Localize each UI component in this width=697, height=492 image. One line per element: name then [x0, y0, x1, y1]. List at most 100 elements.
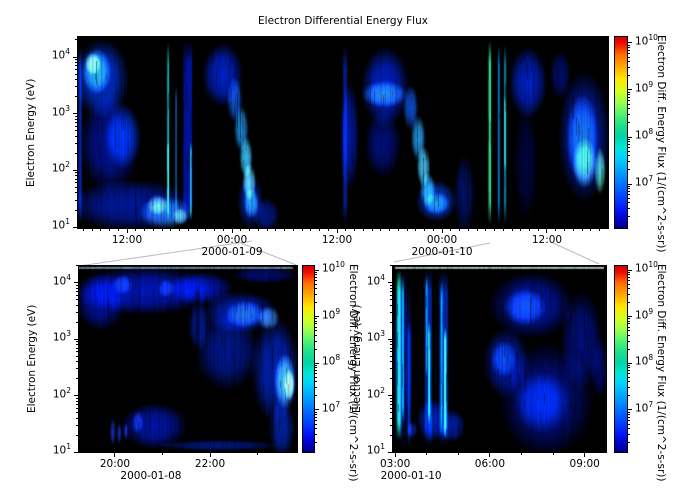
- colorbar-minor-tick: [628, 283, 631, 285]
- x-minor-tick: [450, 229, 452, 232]
- y-minor-tick: [75, 172, 77, 174]
- y-minor-tick: [76, 424, 78, 426]
- y-minor-tick: [75, 62, 77, 64]
- colorbar-minor-tick: [628, 49, 631, 51]
- x-minor-tick: [590, 229, 592, 232]
- y-minor-tick: [75, 152, 77, 154]
- x-tick: [336, 229, 338, 233]
- y-minor-tick: [76, 311, 78, 313]
- x-minor-tick: [521, 453, 523, 456]
- exponent: 9: [335, 306, 341, 316]
- colorbar-tick: [628, 136, 632, 138]
- colorbar-minor-tick: [628, 91, 631, 93]
- x-minor-tick: [457, 453, 459, 456]
- colorbar-minor-tick: [315, 276, 318, 278]
- colorbar-zoom-left: [302, 265, 315, 453]
- y-axis-title: Electron Energy (eV): [26, 304, 38, 414]
- colorbar-minor-tick: [315, 367, 318, 369]
- colorbar-minor-tick: [628, 395, 631, 397]
- colorbar-minor-tick: [628, 161, 631, 163]
- x-minor-tick: [467, 229, 469, 232]
- x-minor-tick: [301, 229, 303, 232]
- y-minor-tick: [76, 361, 78, 363]
- y-tick-label: 103: [366, 329, 385, 344]
- exponent: 10: [648, 260, 658, 270]
- colorbar-minor-tick: [628, 433, 631, 435]
- x-minor-tick: [476, 229, 478, 232]
- exponent: 8: [648, 353, 654, 363]
- y-minor-tick: [390, 400, 392, 402]
- colorbar-minor-tick: [315, 387, 318, 389]
- x-minor-tick: [319, 229, 321, 232]
- x-date-label: 2000-01-10: [411, 246, 473, 258]
- y-tick: [73, 226, 77, 228]
- colorbar-tick-label: 1010: [322, 260, 345, 275]
- y-tick: [388, 451, 392, 453]
- y-minor-tick: [390, 321, 392, 323]
- x-tick: [546, 229, 548, 233]
- y-minor-tick: [390, 304, 392, 306]
- y-minor-tick: [75, 65, 77, 67]
- colorbar-title: Electron Diff. Energy Flux (1/(cm^2-s-sr…: [655, 264, 668, 482]
- y-minor-tick: [75, 86, 77, 88]
- exponent: 7: [335, 400, 341, 410]
- x-minor-tick: [537, 229, 539, 232]
- colorbar-minor-tick: [628, 323, 631, 325]
- colorbar-tick: [315, 409, 319, 411]
- y-minor-tick: [390, 397, 392, 399]
- colorbar-minor-tick: [315, 293, 318, 295]
- x-minor-tick: [459, 229, 461, 232]
- x-minor-tick: [284, 229, 286, 232]
- x-minor-tick: [292, 229, 294, 232]
- x-tick: [126, 229, 128, 233]
- y-minor-tick: [76, 344, 78, 346]
- y-minor-tick: [75, 142, 77, 144]
- colorbar-minor-tick: [628, 56, 631, 58]
- y-minor-tick: [76, 341, 78, 343]
- x-minor-tick: [257, 229, 259, 232]
- colorbar-minor-tick: [628, 370, 631, 372]
- y-minor-tick: [75, 175, 77, 177]
- colorbar-tick-label: 1010: [635, 260, 658, 275]
- colorbar-minor-tick: [315, 334, 318, 336]
- x-minor-tick: [240, 229, 242, 232]
- x-minor-tick: [380, 229, 382, 232]
- x-minor-tick: [249, 229, 251, 232]
- colorbar-minor-tick: [628, 428, 631, 430]
- exponent: 1: [65, 217, 70, 227]
- y-minor-tick: [76, 294, 78, 296]
- y-tick: [388, 282, 392, 284]
- y-minor-tick: [76, 304, 78, 306]
- y-minor-tick: [390, 351, 392, 353]
- colorbar-title: Electron Diff. Energy Flux (1/(cm^2-s-sr…: [655, 35, 668, 253]
- x-tick: [209, 453, 211, 457]
- x-minor-tick: [555, 229, 557, 232]
- colorbar-minor-tick: [628, 114, 631, 116]
- colorbar-minor-tick: [315, 302, 318, 304]
- y-tick-label: 101: [52, 442, 71, 457]
- colorbar-tick-label: 108: [322, 353, 341, 368]
- x-minor-tick: [529, 229, 530, 232]
- colorbar-minor-tick: [315, 414, 318, 415]
- y-tick: [73, 169, 77, 171]
- x-minor-tick: [144, 229, 146, 232]
- x-minor-tick: [266, 229, 268, 232]
- exponent: 4: [66, 273, 71, 283]
- x-minor-tick: [256, 453, 258, 456]
- colorbar-minor-tick: [628, 320, 631, 322]
- colorbar-minor-tick: [315, 411, 318, 413]
- y-tick: [74, 282, 78, 284]
- x-minor-tick: [161, 229, 163, 232]
- x-minor-tick: [572, 229, 574, 232]
- spectrogram-zoom-right: [393, 266, 606, 452]
- x-tick: [441, 229, 443, 233]
- y-minor-tick: [75, 192, 77, 194]
- colorbar-minor-tick: [628, 330, 631, 332]
- x-minor-tick: [109, 229, 111, 232]
- y-minor-tick: [390, 285, 392, 286]
- x-tick-label: 09:00: [569, 458, 600, 470]
- y-minor-tick: [76, 299, 78, 301]
- colorbar-tick-label: 109: [322, 306, 341, 322]
- colorbar-minor-tick: [315, 416, 318, 418]
- y-minor-tick: [76, 265, 78, 267]
